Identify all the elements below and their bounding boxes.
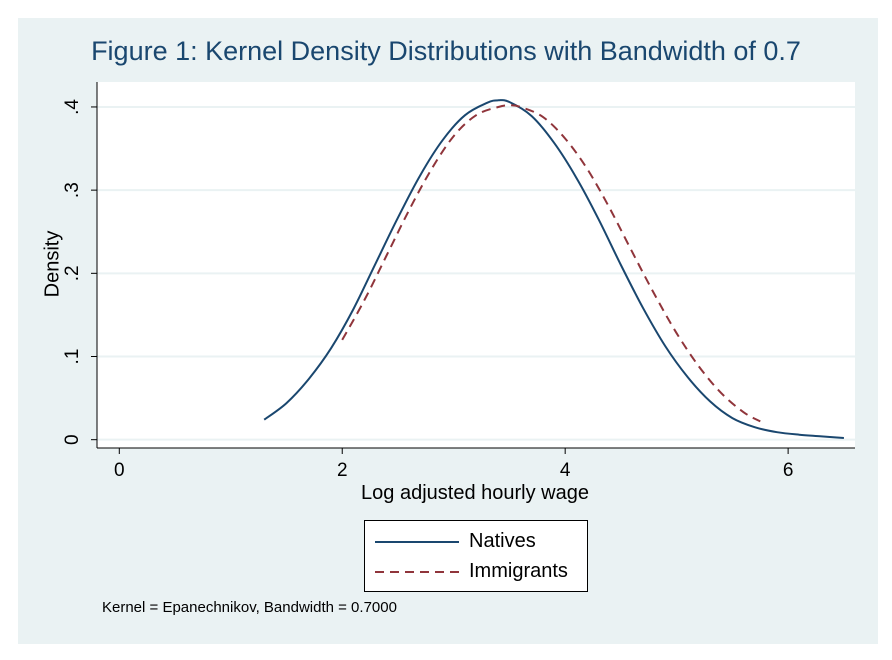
y-tick-label-4: .4 [62, 99, 83, 115]
x-tick-label-2: 4 [560, 460, 571, 481]
legend-key-immigrants [375, 571, 459, 573]
x-tick-label-0: 0 [114, 460, 125, 481]
y-axis-label: Density [41, 230, 64, 298]
plot-region [97, 82, 855, 448]
legend-item-natives: Natives [365, 527, 589, 557]
series-line-natives [263, 99, 844, 439]
x-tick-label-1: 2 [337, 460, 348, 481]
legend: Natives Immigrants [364, 520, 588, 592]
legend-item-immigrants: Immigrants [365, 557, 589, 587]
y-tick-label-1: .1 [62, 349, 83, 365]
x-tick-label-3: 6 [783, 460, 794, 481]
series-line-immigrants [341, 104, 761, 423]
legend-label-immigrants: Immigrants [469, 560, 568, 582]
axes [96, 82, 855, 449]
legend-key-natives [375, 541, 459, 543]
series-lines [263, 99, 844, 439]
y-tick-label-2: .2 [62, 265, 83, 281]
x-axis-label: Log adjusted hourly wage [361, 482, 589, 504]
y-axis-ticks: 0 .1 .2 .3 .4 [62, 99, 97, 445]
legend-label-natives: Natives [469, 530, 536, 552]
y-tick-label-3: .3 [62, 182, 83, 198]
kernel-note: Kernel = Epanechnikov, Bandwidth = 0.700… [102, 599, 397, 616]
x-axis-ticks: 0 2 4 6 [114, 448, 793, 481]
chart-title: Figure 1: Kernel Density Distributions w… [91, 36, 801, 66]
y-tick-label-0: 0 [62, 434, 83, 445]
